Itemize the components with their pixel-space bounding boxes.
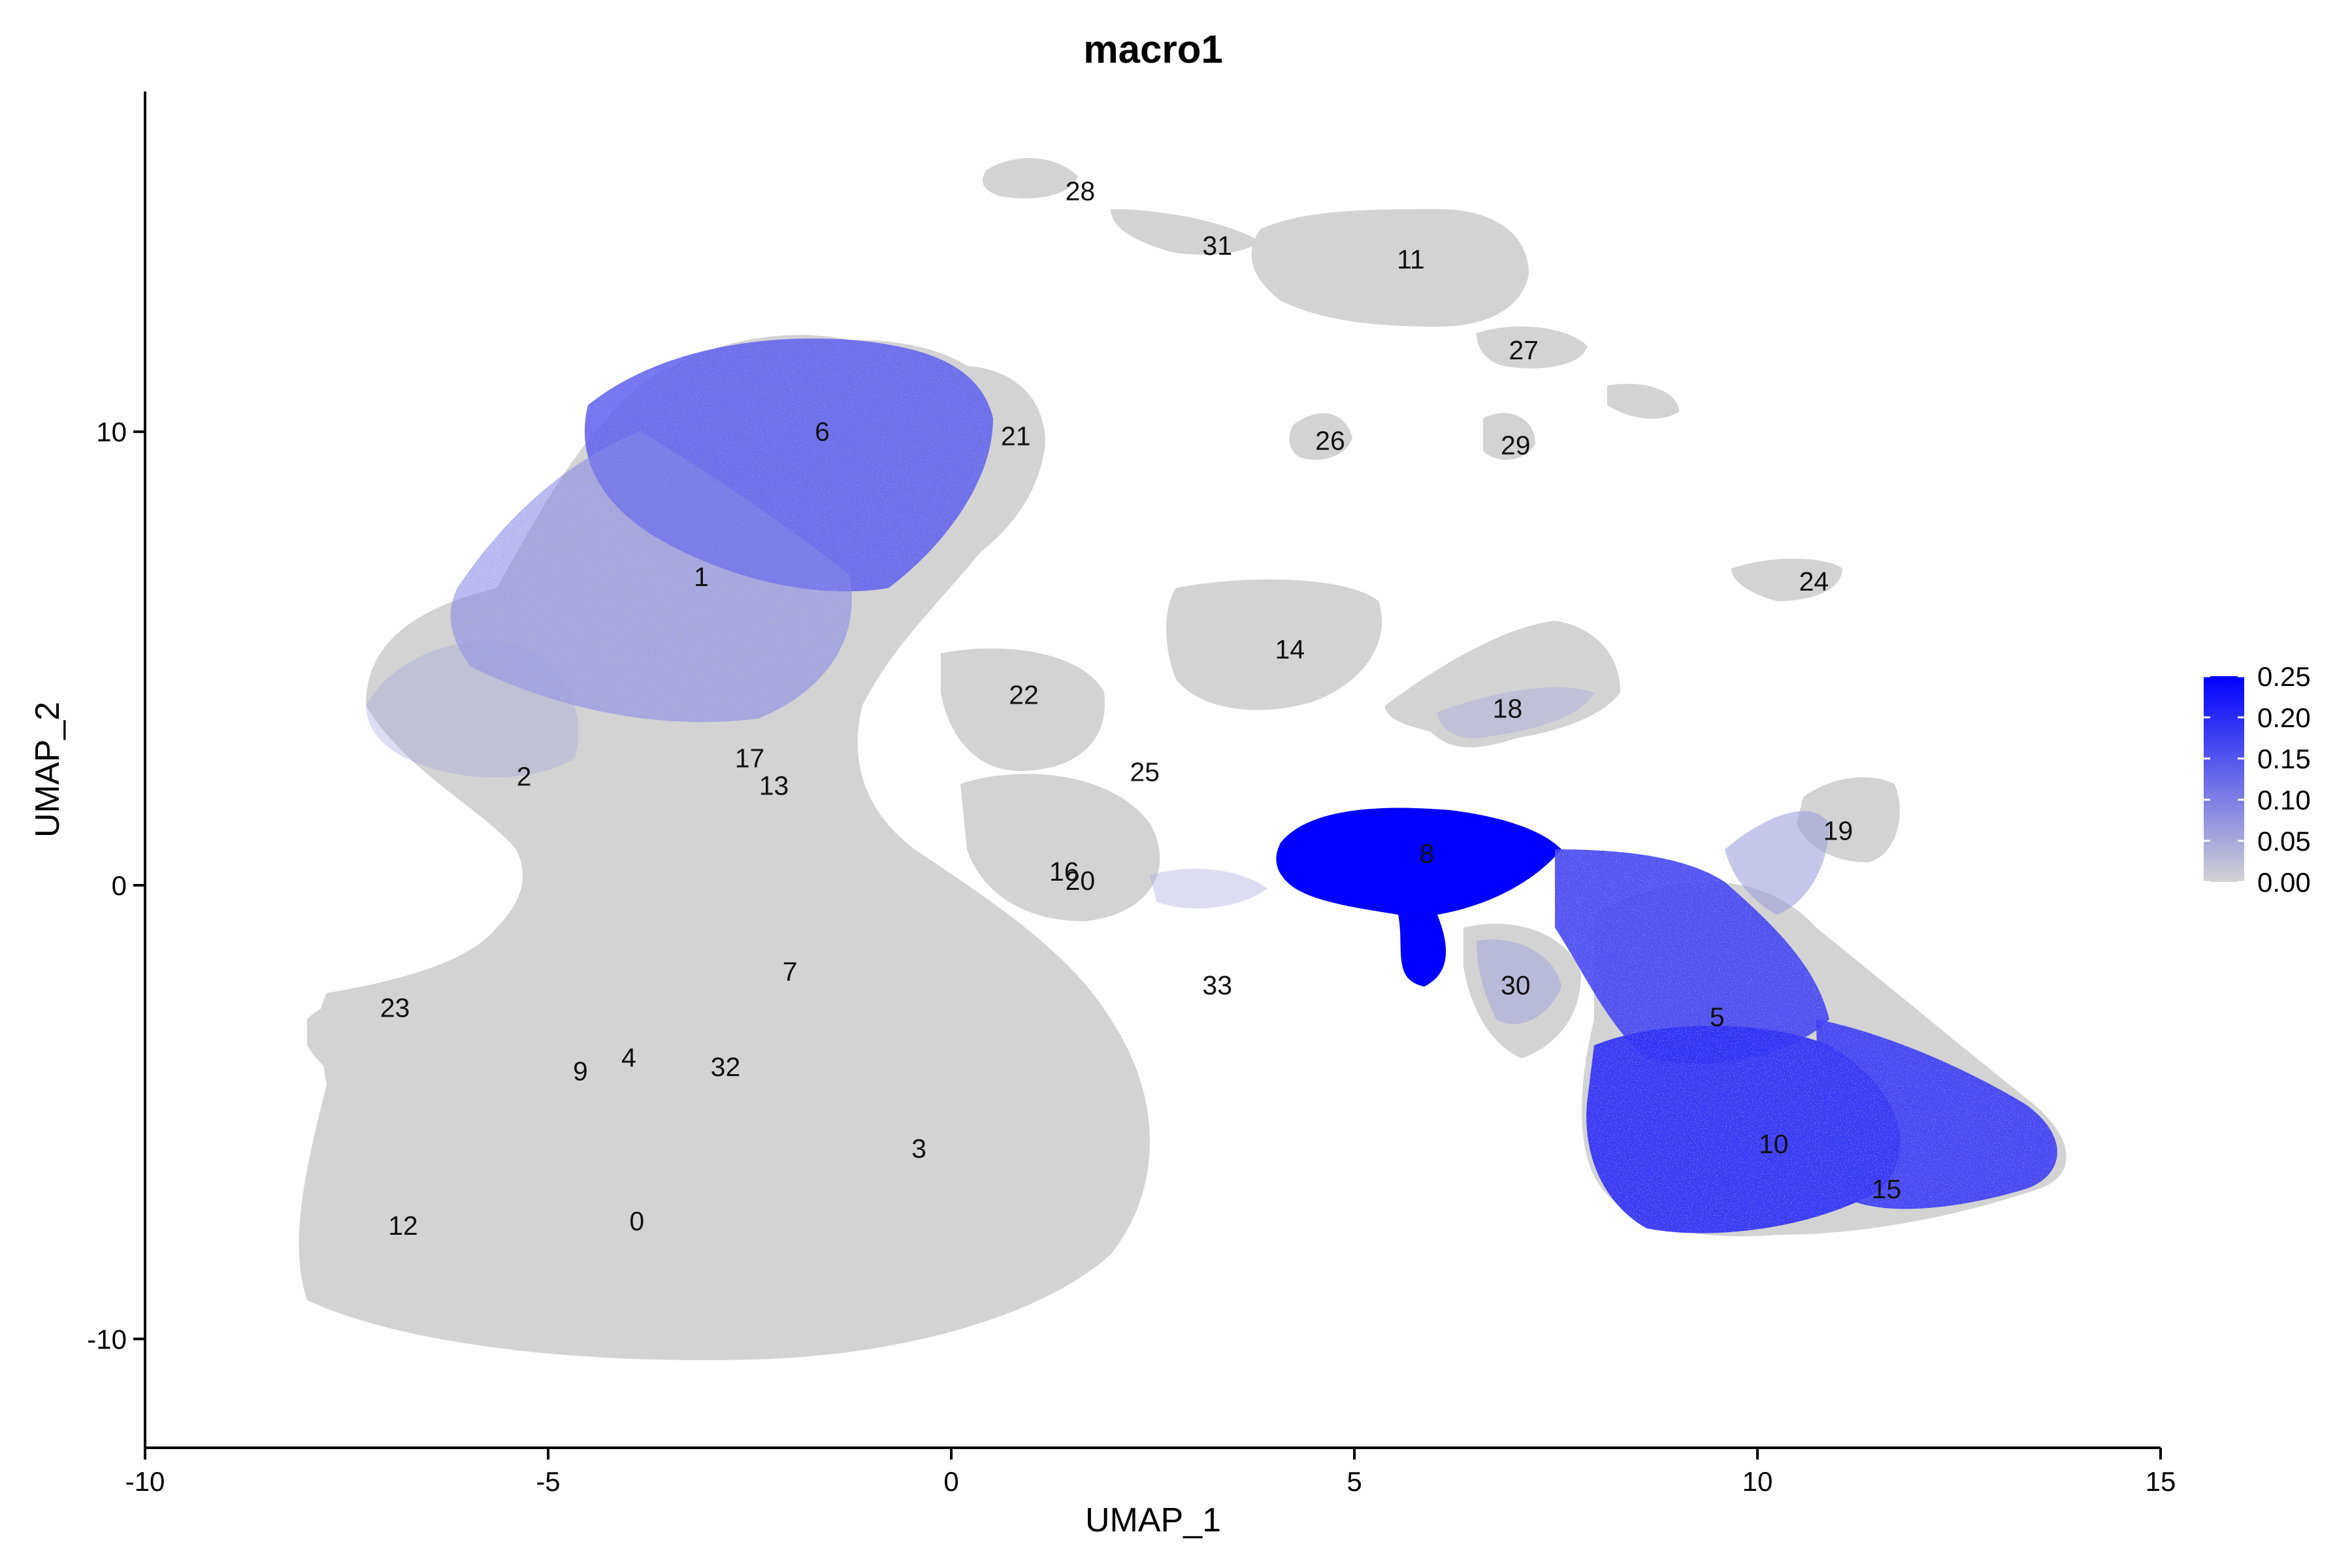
x-tick-label: 10 (1742, 1466, 1773, 1497)
cell-region (307, 987, 463, 1098)
cluster-label: 30 (1501, 970, 1531, 1000)
cell-region (1385, 621, 1620, 747)
cell-region (1166, 579, 1382, 710)
x-tick-label: 5 (1347, 1466, 1362, 1497)
expression-region (1725, 811, 1829, 915)
cluster-label: 12 (388, 1211, 418, 1241)
cluster-label: 4 (621, 1043, 636, 1073)
cluster-label: 22 (1009, 679, 1039, 710)
cluster-label: 18 (1493, 693, 1523, 723)
cluster-label: 3 (911, 1134, 926, 1164)
legend-label: 0.10 (2257, 785, 2311, 815)
cluster-label: 26 (1315, 426, 1345, 456)
cluster-label: 14 (1275, 634, 1305, 664)
legend-label: 0.15 (2257, 743, 2311, 774)
cluster-label: 13 (759, 770, 789, 800)
expression-speckle-region (450, 431, 852, 723)
expression-region (1437, 687, 1594, 738)
legend-label: 0.00 (2257, 867, 2311, 898)
cluster-label: 24 (1799, 566, 1829, 596)
cell-region (1251, 209, 1529, 327)
cluster-label: 31 (1202, 231, 1232, 261)
legend-label: 0.25 (2257, 661, 2311, 692)
color-legend: 0.00 0.05 0.10 0.15 0.20 0.25 (2204, 661, 2311, 898)
cell-region (1483, 413, 1535, 460)
expression-region (1150, 868, 1267, 909)
cluster-label: 0 (629, 1206, 644, 1236)
cell-region (1731, 559, 1842, 601)
y-tick-label: 0 (112, 870, 127, 901)
cluster-label: 1 (694, 562, 709, 592)
cluster-label: 23 (380, 993, 410, 1023)
cluster-label: 20 (1066, 866, 1096, 896)
cell-region (1111, 209, 1261, 255)
expression-speckle-region (1555, 849, 1829, 1064)
cluster-label: 10 (1759, 1129, 1789, 1159)
legend-label: 0.05 (2257, 826, 2311, 857)
y-tick-label: -10 (87, 1324, 127, 1354)
x-axis-ticks: -10 -5 0 5 10 15 (125, 1448, 2176, 1497)
cluster-label: 29 (1501, 431, 1531, 461)
cluster-label: 17 (735, 743, 765, 774)
cluster-label: 8 (1420, 838, 1435, 868)
cell-region (960, 774, 1160, 921)
cluster-label: 7 (783, 956, 798, 987)
cluster-label: 33 (1202, 970, 1232, 1000)
cell-region (1289, 413, 1352, 460)
x-axis-title: UMAP_1 (1085, 1501, 1221, 1539)
chart-title: macro1 (1083, 27, 1222, 71)
y-axis-title: UMAP_2 (29, 702, 67, 838)
expression-speckle (450, 338, 2057, 1233)
cluster-label: 2 (517, 761, 532, 791)
cluster-label: 11 (1397, 244, 1425, 274)
cluster-labels: 0123456789101112131415161718192021222324… (380, 176, 1902, 1241)
expression-region (1477, 939, 1561, 1024)
cell-region (1477, 326, 1588, 368)
legend-ticks: 0.00 0.05 0.10 0.15 0.20 0.25 (2204, 661, 2311, 898)
cluster-label: 27 (1509, 335, 1539, 365)
cell-region (941, 648, 1105, 771)
cell-region (1607, 384, 1679, 419)
cell-region (983, 157, 1078, 199)
expression-region (1276, 808, 1561, 987)
x-tick-label: 0 (943, 1466, 958, 1497)
cluster-label: 15 (1872, 1174, 1902, 1204)
x-tick-label: -5 (536, 1466, 560, 1497)
cluster-label: 19 (1823, 816, 1854, 846)
legend-colorbar (2204, 676, 2244, 882)
legend-label: 0.20 (2257, 702, 2311, 733)
cluster-label: 5 (1710, 1002, 1725, 1032)
y-axis-ticks: -10 0 10 (87, 417, 145, 1354)
cluster-label: 28 (1066, 176, 1096, 206)
x-tick-label: 15 (2146, 1466, 2176, 1497)
x-tick-label: -10 (125, 1466, 165, 1497)
cluster-label: 21 (1001, 421, 1031, 451)
cluster-label: 32 (711, 1052, 741, 1082)
cluster-label: 25 (1130, 757, 1160, 787)
y-tick-label: 10 (96, 417, 127, 448)
cluster-label: 16 (1049, 857, 1079, 887)
cluster-label: 9 (573, 1056, 588, 1086)
cluster-label: 6 (815, 417, 830, 447)
expression-speckle-region (1816, 1019, 2057, 1209)
plot-area (299, 157, 2066, 1360)
